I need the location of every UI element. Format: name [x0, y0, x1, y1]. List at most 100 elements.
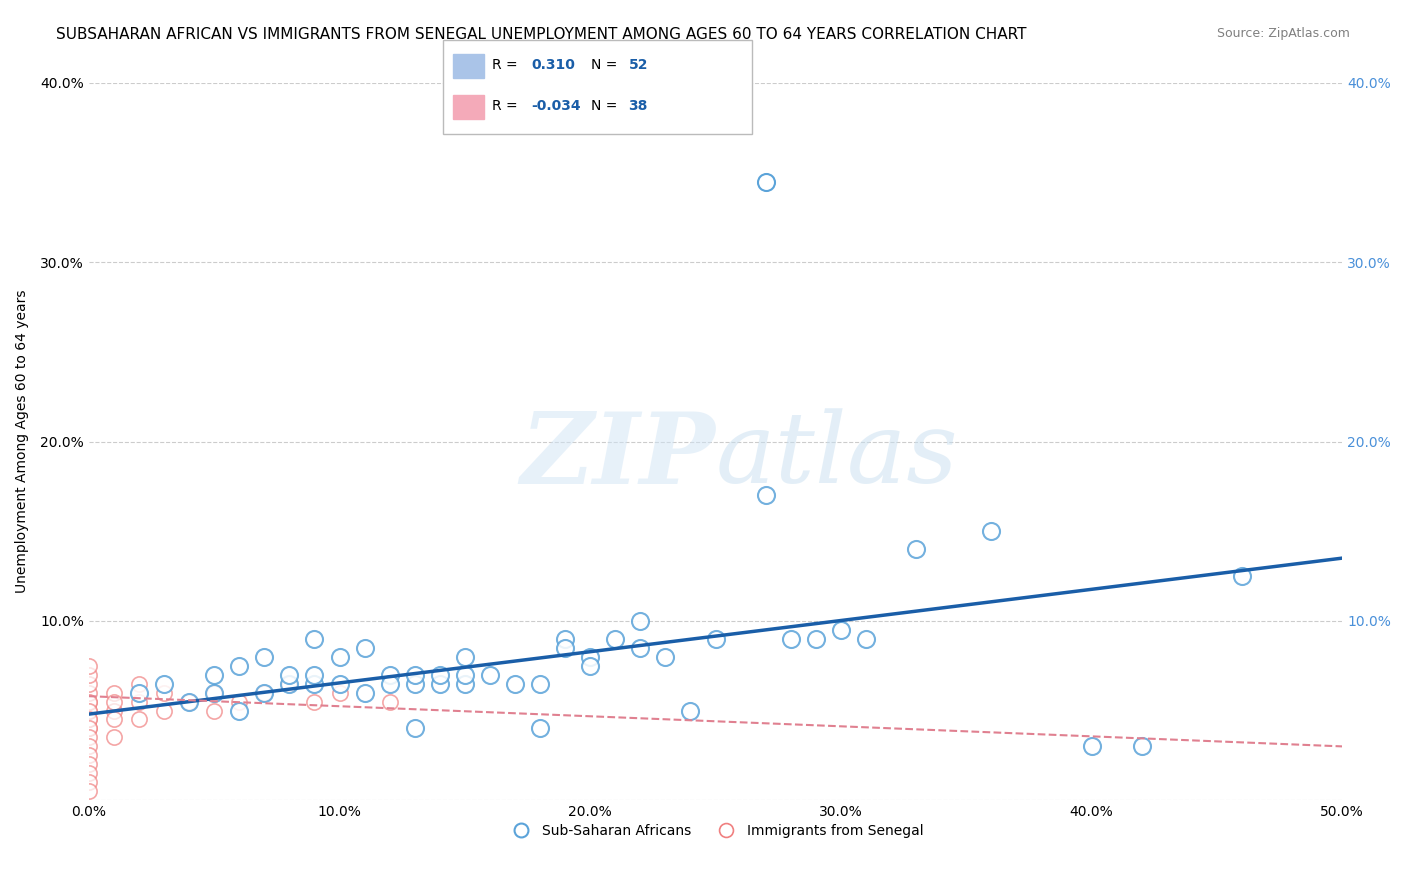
Point	[77, 685, 100, 699]
Point	[77, 748, 100, 763]
Text: 0.310: 0.310	[531, 58, 575, 72]
Point	[404, 667, 426, 681]
Point	[605, 632, 627, 646]
Point	[228, 704, 250, 718]
Point	[304, 695, 326, 709]
Point	[77, 704, 100, 718]
Point	[253, 649, 276, 664]
Point	[554, 632, 576, 646]
Point	[228, 695, 250, 709]
Point	[179, 695, 201, 709]
Point	[579, 649, 602, 664]
Point	[628, 640, 651, 655]
Text: R =: R =	[492, 58, 522, 72]
Point	[128, 676, 150, 690]
Point	[654, 649, 676, 664]
Point	[103, 695, 125, 709]
Point	[679, 704, 702, 718]
Text: -0.034: -0.034	[531, 99, 581, 113]
Point	[77, 784, 100, 798]
Point	[353, 685, 375, 699]
Point	[328, 649, 350, 664]
Legend: Sub-Saharan Africans, Immigrants from Senegal: Sub-Saharan Africans, Immigrants from Se…	[502, 818, 929, 844]
Point	[503, 676, 526, 690]
Point	[579, 658, 602, 673]
Point	[1230, 569, 1253, 583]
Point	[304, 667, 326, 681]
Point	[855, 632, 877, 646]
Point	[278, 676, 301, 690]
Point	[704, 632, 727, 646]
Point	[128, 695, 150, 709]
Point	[328, 685, 350, 699]
Point	[77, 713, 100, 727]
Point	[103, 685, 125, 699]
Text: 52: 52	[628, 58, 648, 72]
Point	[77, 704, 100, 718]
Point	[980, 524, 1002, 539]
Point	[128, 713, 150, 727]
Point	[529, 676, 551, 690]
Point	[378, 695, 401, 709]
Point	[77, 722, 100, 736]
Point	[202, 685, 225, 699]
Point	[304, 676, 326, 690]
Point	[77, 775, 100, 789]
Text: 38: 38	[628, 99, 648, 113]
Point	[228, 658, 250, 673]
Point	[554, 640, 576, 655]
Point	[77, 757, 100, 772]
Text: Source: ZipAtlas.com: Source: ZipAtlas.com	[1216, 27, 1350, 40]
Point	[253, 685, 276, 699]
Point	[153, 685, 176, 699]
Text: ZIP: ZIP	[520, 408, 716, 504]
Point	[304, 632, 326, 646]
Y-axis label: Unemployment Among Ages 60 to 64 years: Unemployment Among Ages 60 to 64 years	[15, 290, 30, 593]
Point	[278, 676, 301, 690]
Point	[529, 722, 551, 736]
Point	[478, 667, 501, 681]
Text: R =: R =	[492, 99, 522, 113]
Point	[404, 676, 426, 690]
Point	[429, 676, 451, 690]
Point	[1080, 739, 1102, 754]
Point	[278, 667, 301, 681]
Point	[77, 739, 100, 754]
Point	[328, 676, 350, 690]
Text: atlas: atlas	[716, 409, 959, 504]
Point	[378, 667, 401, 681]
Point	[77, 667, 100, 681]
Point	[77, 695, 100, 709]
Point	[1130, 739, 1153, 754]
Point	[153, 676, 176, 690]
Point	[77, 676, 100, 690]
Point	[429, 667, 451, 681]
Text: N =: N =	[591, 99, 621, 113]
Point	[77, 713, 100, 727]
Point	[202, 667, 225, 681]
Point	[77, 766, 100, 780]
Point	[755, 175, 778, 189]
Point	[77, 731, 100, 745]
Point	[454, 649, 477, 664]
Point	[202, 704, 225, 718]
Point	[253, 685, 276, 699]
Point	[202, 685, 225, 699]
Point	[77, 722, 100, 736]
Point	[103, 713, 125, 727]
Point	[804, 632, 827, 646]
Point	[77, 658, 100, 673]
Point	[454, 676, 477, 690]
Point	[830, 623, 852, 637]
Point	[153, 704, 176, 718]
Point	[755, 488, 778, 502]
Point	[905, 542, 928, 557]
Point	[378, 676, 401, 690]
Point	[77, 695, 100, 709]
Point	[454, 667, 477, 681]
Text: N =: N =	[591, 58, 621, 72]
Point	[103, 731, 125, 745]
Point	[179, 695, 201, 709]
Point	[779, 632, 801, 646]
Point	[404, 722, 426, 736]
